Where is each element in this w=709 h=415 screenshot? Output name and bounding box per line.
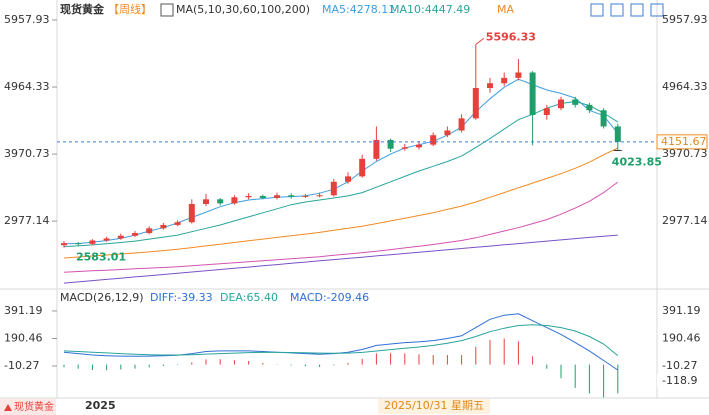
y-tick-label: 190.46 <box>662 331 701 344</box>
symbol-box <box>0 399 56 415</box>
legend-entry: MACD:-209.46 <box>290 291 369 304</box>
legend-entry: DIFF:-39.33 <box>150 291 213 304</box>
candle-body <box>359 158 366 177</box>
y-tick-label: 190.46 <box>4 331 43 344</box>
candle-body <box>430 135 437 145</box>
y-tick-label: 3970.73 <box>4 147 50 160</box>
candle-body <box>103 238 110 241</box>
y-tick-label: 4964.33 <box>4 80 50 93</box>
candle-body <box>501 77 508 84</box>
ma-line <box>63 100 619 247</box>
y-tick-label: 2977.14 <box>662 214 708 227</box>
high-label: 5596.33 <box>486 30 536 43</box>
macd-line <box>63 324 619 356</box>
candle-body <box>444 130 451 136</box>
indicator-icon[interactable] <box>160 3 174 17</box>
y-tick-label: 391.19 <box>662 304 701 317</box>
candle-body <box>274 195 280 198</box>
legend-entry: MA10:4447.49 <box>390 3 470 16</box>
title: 现货黄金 <box>60 2 105 16</box>
x-label: 2025 <box>85 399 116 412</box>
y-tick-label: 5957.93 <box>662 13 708 26</box>
ma-line <box>63 147 619 259</box>
y-tick-label: -10.27 <box>4 359 39 372</box>
high-pointer <box>475 37 485 45</box>
indicator: MA(5,10,30,60,100,200) <box>176 3 310 16</box>
y-tick-label: 5957.93 <box>4 13 50 26</box>
candle-body <box>316 195 323 197</box>
candle-body <box>245 195 252 198</box>
candle-body <box>132 233 138 236</box>
ma-line <box>63 234 618 284</box>
icon[interactable] <box>630 3 644 17</box>
side-label-box <box>657 373 707 388</box>
price-label: 4151.67 <box>661 135 707 148</box>
candle-body <box>217 199 224 204</box>
candle-body <box>614 126 621 142</box>
candle-body <box>231 197 238 204</box>
y-tick-label: 391.19 <box>4 304 43 317</box>
y-tick-label: 3970.73 <box>662 147 708 160</box>
crosshair-date-box <box>378 399 490 414</box>
candle-body <box>146 228 153 234</box>
candle-body <box>600 110 607 127</box>
legend-entry: MA <box>497 3 514 16</box>
recent-low-label: 4023.85 <box>612 155 662 168</box>
y-tick-label: 2977.14 <box>4 214 50 227</box>
candle-body <box>472 87 479 119</box>
legend-entry: MA5:4278.11 <box>322 3 395 16</box>
candle-body <box>61 243 67 246</box>
y-tick-label: 4964.33 <box>662 80 708 93</box>
ma-line <box>63 78 619 245</box>
candle-body <box>515 72 522 78</box>
icon[interactable] <box>590 3 604 17</box>
icon[interactable] <box>650 3 664 17</box>
symbol: 现货黄金 <box>14 400 54 413</box>
candle-body <box>188 204 195 223</box>
candle-body <box>401 147 408 149</box>
ma-line <box>63 181 619 273</box>
candle-body <box>458 118 465 131</box>
legend-entry: DEA:65.40 <box>220 291 278 304</box>
candle-body <box>89 240 96 244</box>
period: 【周线】 <box>108 2 152 16</box>
candle-body <box>586 104 593 111</box>
candle-body <box>487 83 493 88</box>
up-arrow <box>4 404 12 411</box>
candle-body <box>416 144 422 148</box>
candle-body <box>572 99 579 105</box>
y-tick-label: -10.27 <box>662 359 697 372</box>
toolbar-icons <box>590 3 664 17</box>
candle-body <box>558 99 564 109</box>
icon[interactable] <box>610 3 624 17</box>
candle-body <box>330 181 337 196</box>
candle-body <box>117 235 124 239</box>
price-box <box>656 134 708 150</box>
candle-body <box>302 195 309 197</box>
candle-body <box>75 243 82 245</box>
candle-body <box>345 176 351 182</box>
candle-body <box>203 199 209 205</box>
low-label: 2583.01 <box>76 251 126 264</box>
candle-body <box>543 108 550 115</box>
candle-body <box>174 222 181 225</box>
candle-body <box>373 139 380 159</box>
side-label: -118.9 <box>662 374 697 387</box>
candle-body <box>529 72 536 115</box>
candle-body <box>160 224 167 229</box>
crosshair-date: 2025/10/31 星期五 <box>384 399 484 412</box>
candle-body <box>259 195 266 198</box>
candle-body <box>387 139 394 149</box>
candle-body <box>288 195 295 197</box>
macd-title: MACD(26,12,9) <box>60 291 144 304</box>
